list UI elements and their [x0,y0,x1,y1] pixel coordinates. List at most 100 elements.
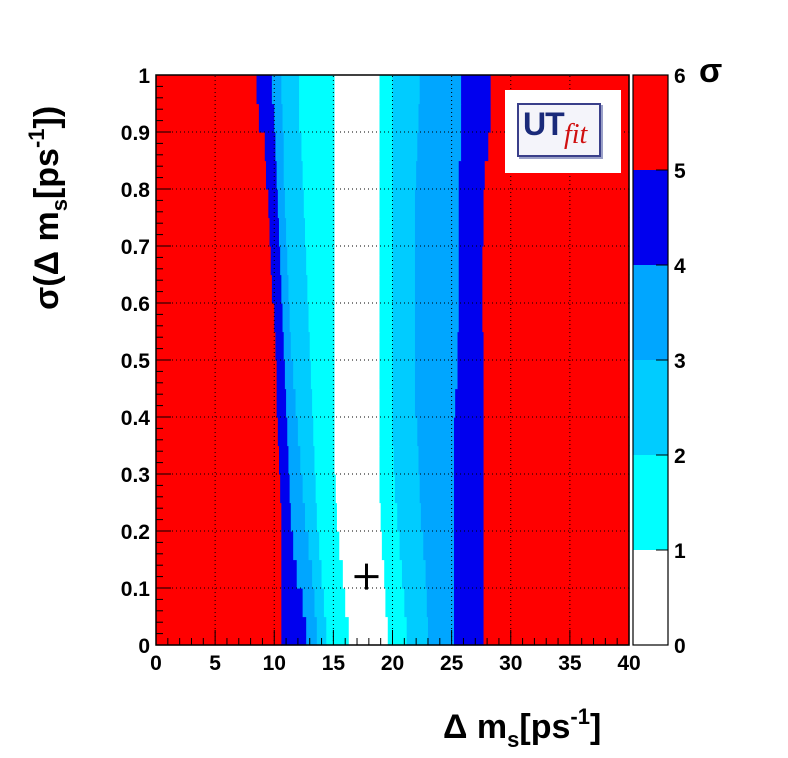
heatmap-cell-r3-c0 [156,531,282,561]
heatmap-cell-r18-c2 [274,103,284,133]
heatmap-cell-r8-c2 [286,388,297,418]
heatmap-cell-r0-c3 [316,616,327,646]
heatmap-cell-r2-c8 [425,559,455,589]
heatmap-cell-r17-c2 [275,132,285,162]
x-tick-label: 20 [381,652,404,675]
heatmap-cell-r19-c9 [461,75,492,105]
heatmap-cell-r16-c5 [334,160,381,190]
heatmap-cell-r12-c0 [156,274,273,304]
heatmap-cell-r18-c3 [282,103,300,133]
heatmap-cell-r12-c3 [288,274,308,304]
heatmap-cell-r3-c5 [339,531,383,561]
heatmap-cell-r17-c9 [461,132,489,162]
heatmap-cell-r7-c2 [287,417,299,447]
heatmap-cell-r12-c1 [271,274,282,304]
heatmap-cell-r4-c0 [156,502,282,532]
heatmap-cell-r7-c3 [297,417,314,447]
heatmap-cell-r15-c6 [379,189,394,219]
heatmap-cell-r0-c7 [406,616,429,646]
y-tick-label: 0 [138,635,150,658]
heatmap-cell-r3-c10 [483,531,630,561]
y-axis-ticks: 0 0.1 0.2 0.3 0.4 0.5 0.6 0.7 0.8 0.9 1 [121,65,171,658]
heatmap-cell-r10-c9 [457,331,485,361]
heatmap-cell-r2-c6 [384,559,403,589]
heatmap-cell-r17-c1 [264,132,277,162]
heatmap-cell-r12-c5 [334,274,381,304]
heatmap-cell-r14-c7 [392,217,416,247]
heatmap-cell-r12-c4 [307,274,336,304]
heatmap-cell-r2-c5 [342,559,385,589]
utfit-logo: UT fit [505,90,621,173]
heatmap-cell-r16-c3 [283,160,304,190]
heatmap-cell-r15-c4 [303,189,336,219]
heatmap-cell-r8-c5 [334,388,381,418]
heatmap-cell-r13-c9 [458,246,483,276]
heatmap-cell-r15-c3 [284,189,305,219]
heatmap-cell-r13-c4 [306,246,336,276]
heatmap-cell-r18-c8 [418,103,462,133]
heatmap-cell-r2-c2 [296,559,313,589]
heatmap-cell-r11-c2 [282,303,291,333]
x-tick-label: 40 [617,652,640,675]
heatmap-cell-r14-c10 [483,217,630,247]
colorbar: 0 1 2 3 4 5 6 [632,65,686,658]
heatmap-cell-r15-c9 [458,189,485,219]
heatmap-cell-r15-c5 [334,189,381,219]
heatmap-cell-r19-c2 [271,75,282,105]
heatmap-cell-r10-c3 [290,331,311,361]
heatmap-cell-r9-c6 [379,360,394,390]
colorbar-band-3 [633,265,668,360]
heatmap-cell-r7-c1 [277,417,288,447]
heatmap-cell-r10-c5 [334,331,381,361]
heatmap-cell-r2-c7 [401,559,427,589]
heatmap-cell-r16-c4 [302,160,336,190]
heatmap-cell-r13-c0 [156,246,272,276]
x-tick-label: 35 [558,652,582,675]
heatmap-cell-r5-c0 [156,474,281,504]
heatmap-cell-r8-c3 [295,388,313,418]
heatmap-cell-r3-c8 [423,531,455,561]
heatmap-cell-r1-c0 [156,588,282,618]
heatmap-cell-r17-c4 [301,132,336,162]
colorbar-tick-label: 5 [674,160,686,183]
heatmap-cell-r3-c6 [381,531,401,561]
heatmap-cell-r9-c10 [483,360,630,390]
heatmap-cell-r10-c10 [483,331,630,361]
heatmap-cell-r12-c9 [458,274,483,304]
heatmap-cell-r15-c0 [156,189,269,219]
heatmap-cell-r6-c6 [379,445,395,475]
heatmap-cell-r4-c5 [336,502,382,532]
heatmap-cell-r6-c2 [288,445,301,475]
heatmap-cell-r15-c7 [392,189,416,219]
heatmap-cell-r17-c8 [417,132,462,162]
heatmap-cell-r8-c9 [455,388,485,418]
heatmap-cell-r19-c7 [392,75,421,105]
heatmap-cell-r6-c3 [300,445,316,475]
y-tick-label: 0.4 [121,407,151,430]
heatmap-cell-r9-c8 [414,360,459,390]
heatmap-cell-r8-c6 [379,388,394,418]
heatmap-cell-r13-c10 [482,246,630,276]
heatmap-cell-r14-c3 [286,217,306,247]
heatmap-cell-r0-c9 [453,616,485,646]
heatmap-cell-r19-c4 [299,75,336,105]
colorbar-tick-label: 4 [674,255,686,278]
heatmap-cell-r10-c8 [414,331,459,361]
heatmap-cell-r16-c8 [416,160,460,190]
heatmap-cell-r9-c3 [293,360,312,390]
heatmap-cell-r8-c8 [414,388,456,418]
heatmap-cell-r14-c4 [305,217,336,247]
heatmap-cell-r1-c4 [323,588,346,618]
heatmap-cell-r0-c8 [427,616,455,646]
heatmap-cell-r0-c0 [156,616,282,646]
heatmap-cell-r13-c5 [334,246,381,276]
heatmap-cell-r8-c4 [312,388,336,418]
heatmap-cell-r9-c7 [392,360,416,390]
heatmap-cell-r12-c10 [482,274,630,304]
heatmap-cell-r6-c4 [314,445,336,475]
y-tick-label: 0.7 [121,236,150,259]
heatmap-cell-r18-c6 [379,103,394,133]
heatmap-cell-r0-c2 [306,616,318,646]
heatmap-cell-r11-c9 [458,303,483,333]
heatmap-cell-r9-c9 [457,360,485,390]
